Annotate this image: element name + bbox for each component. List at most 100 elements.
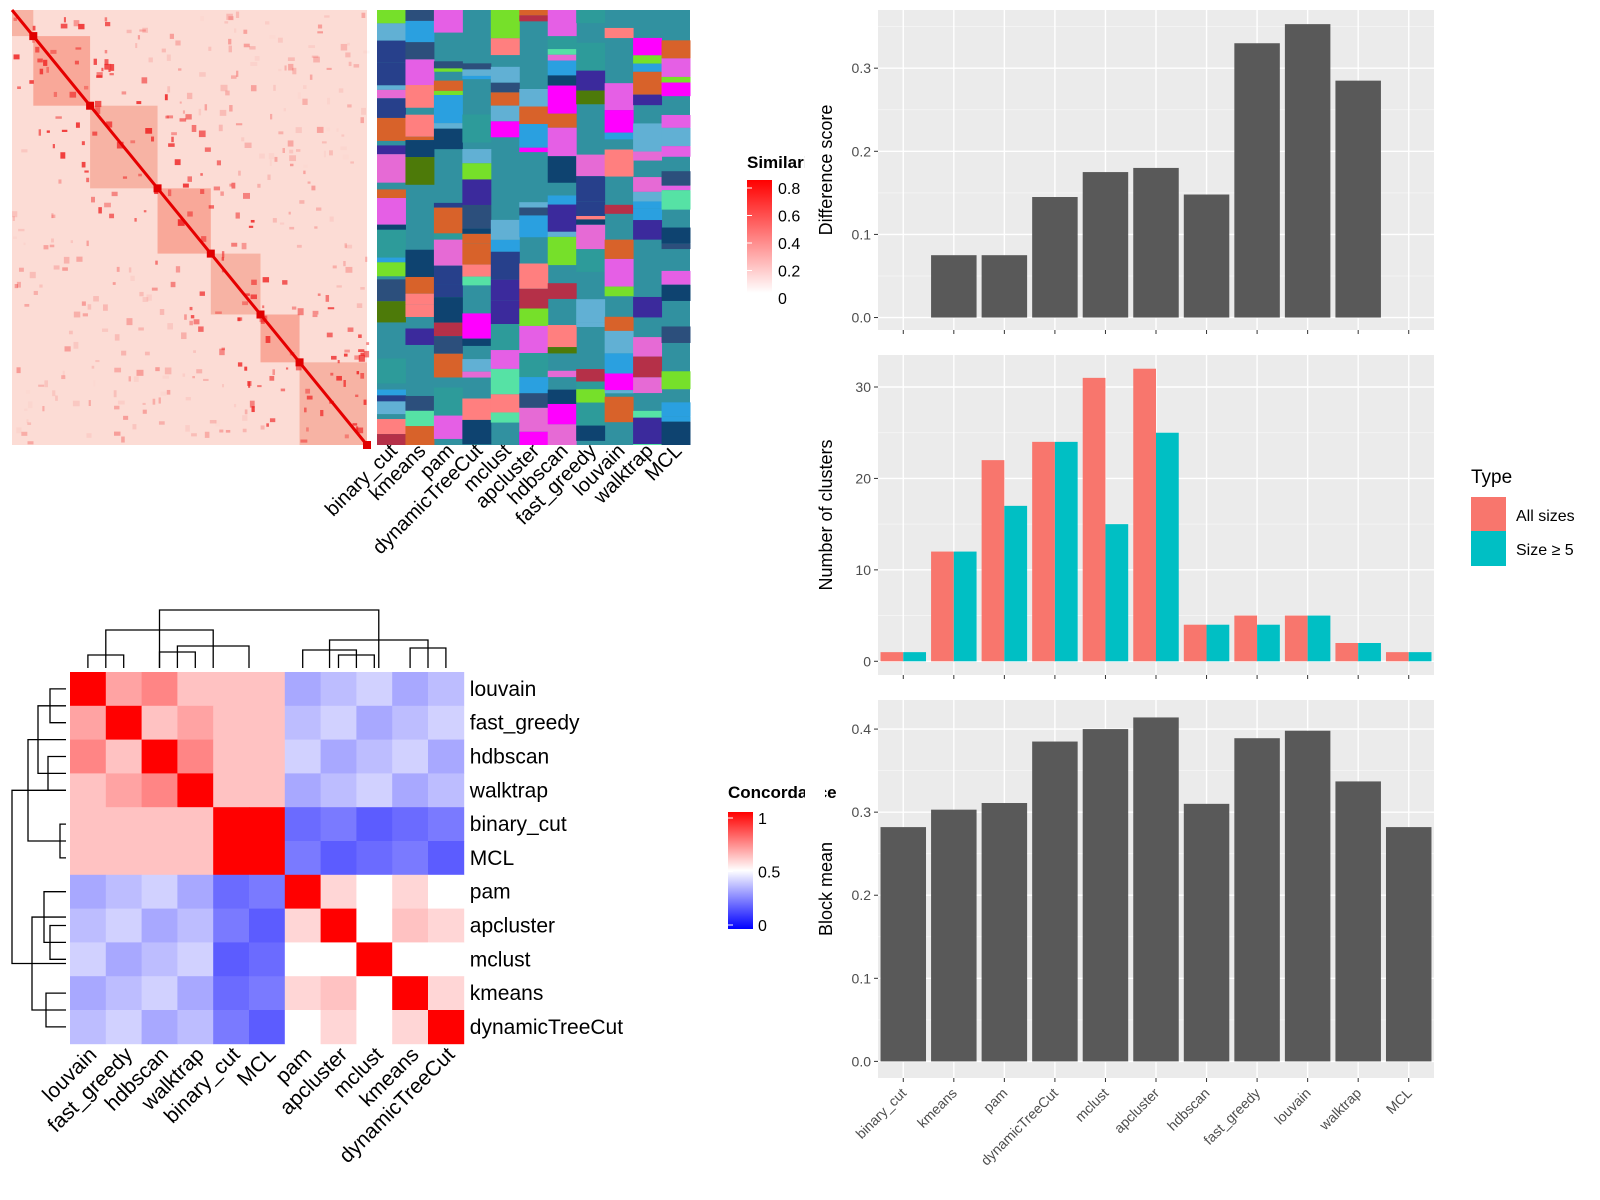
concordance-cell bbox=[320, 976, 357, 1011]
annotation-cell bbox=[547, 236, 577, 266]
similarity-cell bbox=[175, 266, 181, 273]
annotation-cell bbox=[433, 265, 463, 285]
annotation-cell bbox=[462, 338, 492, 346]
annotation-cell bbox=[661, 326, 691, 343]
similarity-cell bbox=[114, 405, 120, 410]
annotation-cell bbox=[433, 207, 463, 234]
concordance-cell bbox=[284, 705, 321, 740]
concordance-cell bbox=[392, 739, 429, 774]
annotation-cell bbox=[405, 426, 435, 445]
y-tick-label: 0.2 bbox=[852, 143, 872, 159]
similarity-cell bbox=[112, 282, 116, 285]
concordance-legend-ticks: 10.50 bbox=[728, 811, 780, 935]
similarity-cell bbox=[61, 129, 68, 132]
annotation-cell bbox=[462, 228, 492, 234]
similarity-cell bbox=[243, 192, 250, 199]
annotation-cell bbox=[377, 23, 406, 41]
similarity-cell bbox=[314, 226, 318, 229]
concordance-cell bbox=[392, 672, 429, 707]
similarity-cell bbox=[260, 319, 265, 324]
concordance-cell bbox=[356, 841, 393, 876]
annotation-cell bbox=[377, 395, 406, 402]
similarity-cell bbox=[184, 314, 187, 320]
similarity-cell bbox=[104, 59, 109, 66]
y-tick-label: 0.3 bbox=[852, 60, 872, 76]
similarity-cell bbox=[292, 67, 297, 75]
similarity-cell bbox=[204, 147, 211, 152]
annotation-cell bbox=[604, 316, 634, 331]
similarity-cell bbox=[53, 265, 60, 270]
similarity-cell bbox=[38, 384, 45, 387]
bar-all-sizes bbox=[1032, 441, 1055, 662]
similarity-cell bbox=[270, 113, 273, 120]
similarity-cell bbox=[114, 367, 122, 373]
annotation-cell bbox=[433, 80, 463, 91]
similarity-legend-tick-label: 0.4 bbox=[778, 236, 800, 253]
annotation-cell bbox=[576, 322, 606, 327]
similarity-cell bbox=[92, 131, 98, 136]
similarity-cell bbox=[345, 244, 353, 249]
similarity-cell bbox=[82, 313, 88, 317]
annotation-cell bbox=[576, 381, 606, 390]
concordance-cell bbox=[392, 841, 429, 876]
similarity-diagonal-cell bbox=[29, 32, 38, 41]
similarity-cell bbox=[72, 400, 80, 407]
annotation-cell bbox=[377, 419, 406, 435]
annotation-cell bbox=[433, 61, 463, 69]
y-axis-label: Difference score bbox=[816, 105, 836, 236]
similarity-cell bbox=[201, 236, 207, 242]
similarity-cell bbox=[110, 64, 115, 71]
concordance-cell bbox=[70, 672, 107, 707]
similarity-cell bbox=[178, 68, 182, 71]
similarity-cell bbox=[146, 294, 152, 301]
similarity-cell bbox=[13, 54, 20, 60]
annotation-cell bbox=[576, 154, 606, 177]
similarity-cell bbox=[343, 260, 346, 267]
similarity-cell bbox=[109, 73, 114, 76]
similarity-cell bbox=[272, 369, 276, 376]
similarity-cell bbox=[323, 150, 326, 158]
similarity-cell bbox=[358, 354, 365, 362]
similarity-cell bbox=[266, 423, 269, 427]
similarity-cell bbox=[356, 427, 364, 434]
bar-all-sizes bbox=[1335, 643, 1359, 662]
concordance-cell bbox=[105, 773, 142, 808]
similarity-cell bbox=[352, 423, 358, 426]
annotation-cell bbox=[661, 402, 691, 417]
similarity-cell bbox=[272, 218, 277, 223]
similarity-cell bbox=[136, 369, 144, 376]
similarity-cell bbox=[289, 163, 294, 167]
similarity-cell bbox=[231, 182, 236, 189]
annotation-cell bbox=[405, 410, 435, 427]
annotation-cell bbox=[377, 401, 406, 415]
similarity-cell bbox=[158, 397, 161, 404]
similarity-legend: Similarity 0.8 0.6 0.4 0.2 0 bbox=[747, 153, 824, 308]
similarity-cell bbox=[46, 66, 49, 73]
similarity-cell bbox=[296, 149, 301, 152]
similarity-cell bbox=[43, 59, 48, 66]
similarity-cell bbox=[306, 427, 309, 432]
similarity-cell bbox=[132, 424, 137, 430]
bar bbox=[880, 827, 927, 1062]
annotation-cell bbox=[405, 42, 435, 60]
similarity-cell bbox=[343, 379, 346, 387]
similarity-cell bbox=[116, 266, 120, 272]
concordance-cell bbox=[320, 773, 357, 808]
similarity-cell bbox=[284, 65, 287, 71]
similarity-cell bbox=[12, 211, 18, 218]
annotation-cell bbox=[519, 407, 549, 432]
similarity-cell bbox=[142, 27, 148, 33]
annotation-cell bbox=[576, 299, 606, 323]
similarity-cell bbox=[62, 370, 65, 377]
annotation-cell bbox=[433, 284, 463, 298]
similarity-cell bbox=[68, 330, 73, 335]
concordance-cell bbox=[141, 942, 178, 977]
concordance-cell bbox=[284, 841, 321, 876]
concordance-cell bbox=[213, 908, 250, 943]
similarity-cell bbox=[358, 349, 365, 353]
annotation-cell bbox=[405, 59, 435, 86]
bar bbox=[1284, 24, 1331, 318]
concordance-cell bbox=[70, 1010, 107, 1045]
similarity-cell bbox=[108, 69, 111, 72]
bar-all-sizes bbox=[1133, 368, 1156, 662]
